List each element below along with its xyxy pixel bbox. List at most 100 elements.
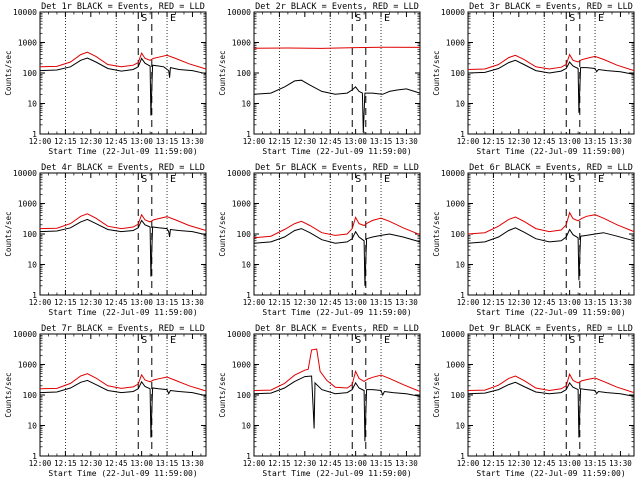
x-tick-label: 12:30 bbox=[508, 459, 531, 468]
events-series-line bbox=[253, 228, 421, 286]
x-tick-label: 13:15 bbox=[156, 459, 179, 468]
y-tick-label: 10 bbox=[241, 261, 251, 270]
x-tick-label: 13:30 bbox=[609, 137, 632, 146]
y-tick-label: 10000 bbox=[227, 330, 251, 339]
events-series-line bbox=[39, 379, 207, 438]
x-tick-label: 12:15 bbox=[268, 298, 291, 307]
x-tick-label: 12:30 bbox=[294, 459, 317, 468]
marker-label-e: E bbox=[598, 13, 604, 24]
y-tick-label: 1 bbox=[32, 452, 37, 461]
chart-title: Det 9r BLACK = Events, RED = LLD bbox=[469, 324, 633, 334]
lld-series-line bbox=[253, 46, 421, 49]
chart-title: Det 8r BLACK = Events, RED = LLD bbox=[255, 324, 419, 334]
y-tick-label: 1 bbox=[246, 130, 251, 139]
x-tick-label: 12:45 bbox=[105, 459, 128, 468]
x-tick-label: 13:00 bbox=[130, 459, 153, 468]
y-tick-label: 10000 bbox=[441, 330, 465, 339]
y-tick-label: 10000 bbox=[13, 330, 37, 339]
chart-panel-2: Det 2r BLACK = Events, RED = LLD 1 10 100 10… bbox=[218, 2, 421, 156]
x-tick-label: 13:30 bbox=[395, 137, 418, 146]
axes-frame bbox=[253, 333, 421, 457]
x-tick-label: 12:30 bbox=[294, 137, 317, 146]
lld-series-line bbox=[467, 53, 635, 72]
x-tick-label: 13:15 bbox=[370, 137, 393, 146]
x-tick-label: 13:00 bbox=[130, 137, 153, 146]
events-series-line bbox=[467, 227, 635, 281]
chart-panel-6: Det 6r BLACK = Events, RED = LLD 1 10 100 10… bbox=[432, 163, 635, 317]
x-axis-label: Start Time (22-Jul-09 11:59:00) bbox=[476, 147, 625, 156]
x-tick-label: 13:15 bbox=[156, 137, 179, 146]
x-tick-label: 12:15 bbox=[482, 137, 505, 146]
x-tick-label: 12:15 bbox=[482, 459, 505, 468]
events-series-line bbox=[253, 375, 421, 442]
x-axis-label: Start Time (22-Jul-09 11:59:00) bbox=[48, 469, 197, 478]
y-tick-label: 1 bbox=[460, 452, 465, 461]
x-tick-label: 12:00 bbox=[29, 459, 52, 468]
y-tick-label: 1 bbox=[32, 291, 37, 300]
events-series-line bbox=[39, 57, 207, 116]
x-axis-label: Start Time (22-Jul-09 11:59:00) bbox=[48, 147, 197, 156]
marker-label-e: E bbox=[598, 174, 604, 185]
y-tick-label: 10 bbox=[241, 422, 251, 431]
y-tick-label: 1000 bbox=[232, 200, 251, 209]
x-tick-label: 13:30 bbox=[181, 298, 204, 307]
marker-label-s: S bbox=[355, 13, 361, 24]
x-tick-label: 12:00 bbox=[243, 459, 266, 468]
y-tick-label: 10 bbox=[241, 100, 251, 109]
x-tick-label: 12:30 bbox=[80, 137, 103, 146]
y-tick-label: 1 bbox=[460, 291, 465, 300]
marker-label-e: E bbox=[170, 174, 176, 185]
x-tick-label: 12:45 bbox=[533, 459, 556, 468]
y-tick-label: 10 bbox=[27, 261, 37, 270]
y-axis-label: Counts/sec bbox=[4, 372, 13, 417]
x-tick-label: 12:15 bbox=[268, 137, 291, 146]
x-axis-label: Start Time (22-Jul-09 11:59:00) bbox=[476, 469, 625, 478]
x-tick-label: 12:15 bbox=[54, 137, 77, 146]
x-tick-label: 13:15 bbox=[584, 459, 607, 468]
y-tick-label: 1000 bbox=[232, 39, 251, 48]
y-tick-label: 100 bbox=[451, 391, 466, 400]
chart-panel-3: Det 3r BLACK = Events, RED = LLD 1 10 100 10… bbox=[432, 2, 635, 156]
axes-frame bbox=[39, 333, 207, 457]
x-tick-label: 13:30 bbox=[609, 298, 632, 307]
chart-panel-1: Det 1r BLACK = Events, RED = LLD 1 10 100 10… bbox=[4, 2, 207, 156]
x-tick-label: 12:30 bbox=[80, 459, 103, 468]
chart-panel-9: Det 9r BLACK = Events, RED = LLD 1 10 100 10… bbox=[432, 324, 635, 478]
marker-label-e: E bbox=[384, 335, 390, 346]
events-series-line bbox=[39, 218, 207, 277]
axes-frame bbox=[253, 11, 421, 135]
lld-series-line bbox=[39, 213, 207, 231]
y-tick-label: 1 bbox=[246, 452, 251, 461]
y-tick-label: 10 bbox=[455, 422, 465, 431]
axes-frame bbox=[39, 11, 207, 135]
chart-title: Det 3r BLACK = Events, RED = LLD bbox=[469, 2, 633, 12]
y-tick-label: 1000 bbox=[446, 200, 465, 209]
marker-label-s: S bbox=[569, 174, 575, 185]
axes-frame bbox=[39, 172, 207, 296]
marker-label-s: S bbox=[569, 335, 575, 346]
y-tick-label: 10 bbox=[27, 422, 37, 431]
y-tick-label: 1000 bbox=[232, 361, 251, 370]
x-tick-label: 13:15 bbox=[370, 459, 393, 468]
x-tick-label: 12:45 bbox=[105, 137, 128, 146]
chart-panel-5: Det 5r BLACK = Events, RED = LLD 1 10 100 10… bbox=[218, 163, 421, 317]
x-axis-label: Start Time (22-Jul-09 11:59:00) bbox=[262, 469, 411, 478]
y-tick-label: 10 bbox=[455, 261, 465, 270]
x-tick-label: 12:45 bbox=[319, 298, 342, 307]
lld-series-line bbox=[467, 372, 635, 394]
x-tick-label: 12:30 bbox=[294, 298, 317, 307]
x-axis-label: Start Time (22-Jul-09 11:59:00) bbox=[476, 308, 625, 317]
marker-label-s: S bbox=[355, 174, 361, 185]
events-series-line bbox=[253, 79, 421, 133]
y-tick-label: 1000 bbox=[18, 200, 37, 209]
y-tick-label: 100 bbox=[23, 391, 38, 400]
x-tick-label: 13:00 bbox=[558, 298, 581, 307]
x-tick-label: 12:45 bbox=[533, 137, 556, 146]
lld-series-line bbox=[253, 348, 421, 392]
x-tick-label: 12:00 bbox=[29, 137, 52, 146]
x-tick-label: 13:00 bbox=[344, 137, 367, 146]
x-tick-label: 13:30 bbox=[181, 137, 204, 146]
x-axis-label: Start Time (22-Jul-09 11:59:00) bbox=[262, 308, 411, 317]
y-tick-label: 100 bbox=[23, 230, 38, 239]
